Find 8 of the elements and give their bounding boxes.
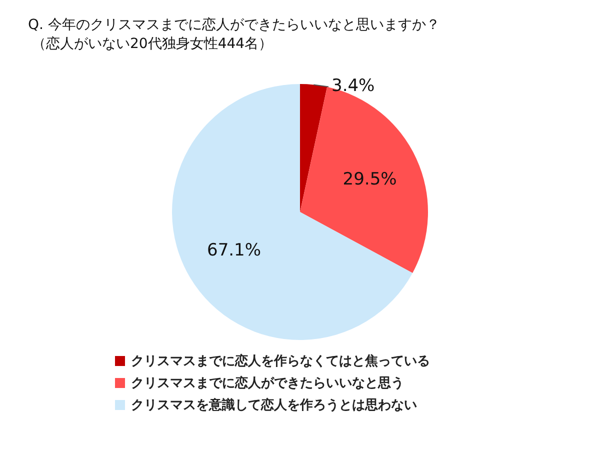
- legend-label: クリスマスまでに恋人ができたらいいなと思う: [131, 374, 404, 392]
- data-label: 3.4%: [332, 76, 375, 96]
- chart-subtitle: （恋人がいない20代独身女性444名）: [31, 35, 274, 54]
- chart-title: Q. 今年のクリスマスまでに恋人ができたらいいなと思いますか？: [28, 16, 440, 35]
- data-label: 29.5%: [342, 169, 397, 190]
- data-label: 67.1%: [207, 240, 262, 261]
- legend-label: クリスマスを意識して恋人を作ろうとは思わない: [131, 396, 417, 414]
- legend-label: クリスマスまでに恋人を作らなくてはと焦っている: [131, 352, 430, 370]
